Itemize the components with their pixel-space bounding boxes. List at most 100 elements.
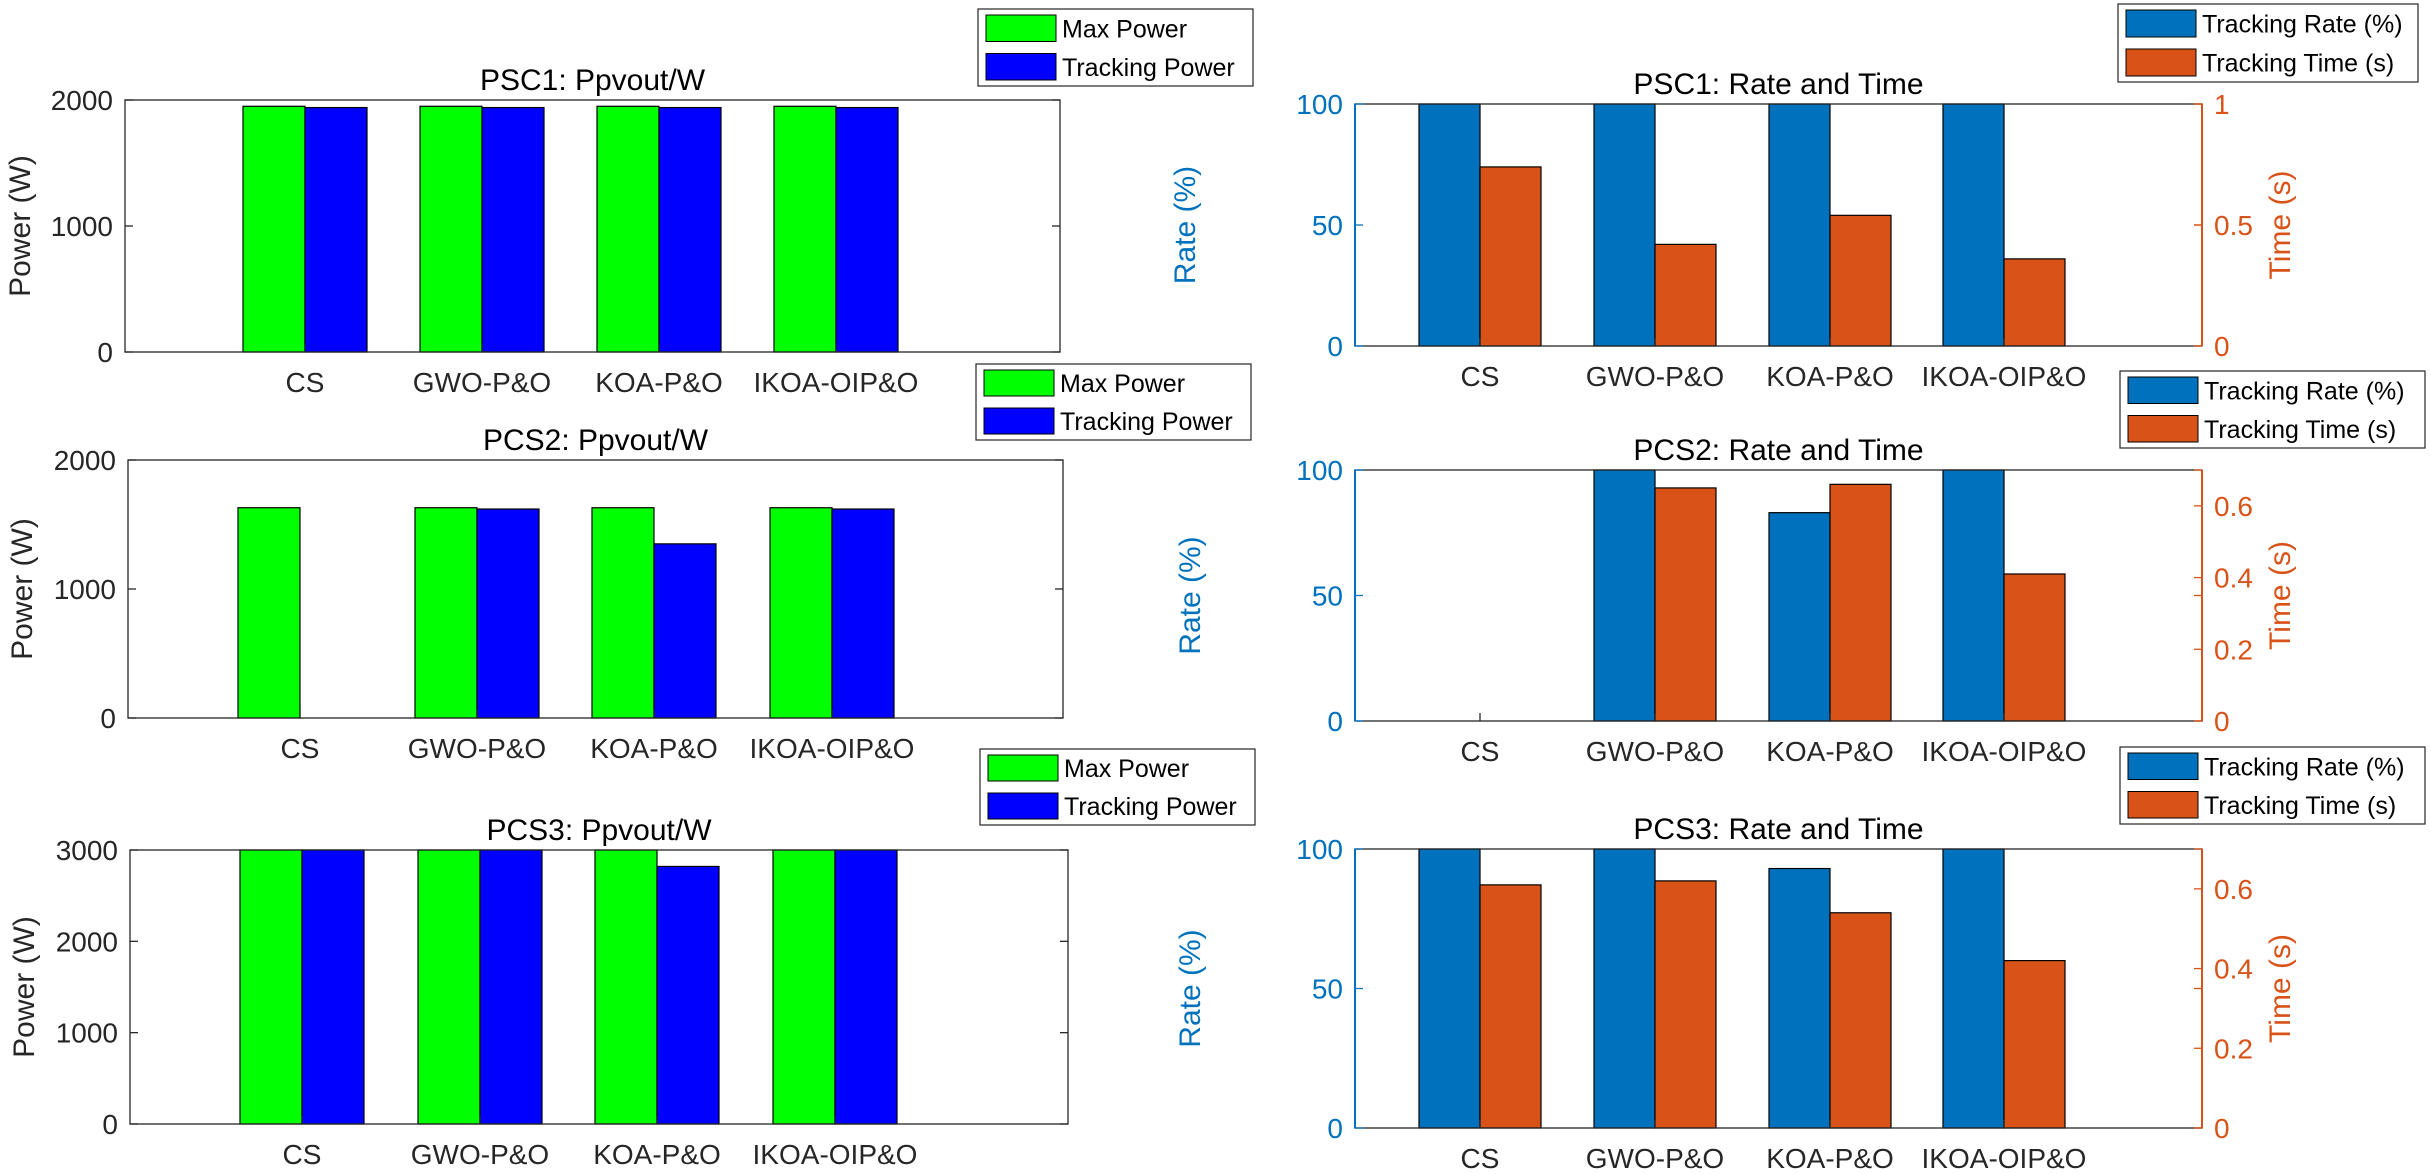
bar-tracking-time-s-4 (2003, 959, 2066, 1129)
y-tick-label: 3000 (56, 835, 118, 866)
bar-max-power-2 (419, 105, 483, 353)
bar-tracking-power-4 (831, 508, 895, 719)
y-tick-label: 0 (97, 337, 113, 368)
chart-title: PCS3: Rate and Time (1633, 813, 1923, 846)
bar-max-power-1 (239, 849, 303, 1125)
y-tick-label: 0 (100, 703, 116, 734)
y-tick-label: 0 (1327, 706, 1343, 737)
bar-max-power-4 (772, 849, 836, 1125)
x-tick-label: KOA-P&O (590, 733, 718, 764)
x-tick-label: KOA-P&O (1766, 361, 1894, 392)
x-tick-label: CS (283, 1139, 322, 1170)
y-tick-label-right: 0 (2214, 331, 2230, 362)
legend-label: Max Power (1060, 370, 1185, 398)
chart-title: PSC1: Ppvout/W (480, 64, 706, 97)
y-tick-label: 2000 (56, 926, 118, 957)
y-tick-label-right: 0 (2214, 706, 2230, 737)
legend-label: Tracking Time (s) (2204, 416, 2396, 444)
bar-tracking-power-4 (835, 106, 899, 353)
bar-max-power-2 (417, 849, 481, 1125)
legend-swatch (985, 53, 1057, 81)
y-axis-label: Rate (%) (1174, 929, 1207, 1047)
bar-tracking-time-s-3 (1829, 214, 1892, 347)
y-axis-label: Rate (%) (1174, 536, 1207, 654)
chart-title: PSC1: Rate and Time (1633, 68, 1923, 101)
chart-1: 0 1000 2000 CS GWO-P&O KOA-P&O IKOA-OIP&O PSC1:… (4, 8, 1254, 398)
x-tick-label: IKOA-OIP&O (753, 1139, 918, 1170)
y-tick-label: 0 (1327, 331, 1343, 362)
x-tick-label: IKOA-OIP&O (1922, 736, 2087, 767)
bar-tracking-rate-2 (1593, 469, 1656, 722)
x-tick-label: CS (1461, 1143, 1500, 1174)
y-tick-label: 1000 (56, 1018, 118, 1049)
y-tick-label-right: 0.6 (2214, 874, 2253, 905)
bar-max-power-3 (596, 105, 660, 353)
bar-max-power-4 (769, 507, 833, 719)
bar-tracking-time-s-4 (2003, 258, 2066, 347)
bar-tracking-rate-1 (1418, 848, 1481, 1129)
bar-max-power-3 (594, 849, 658, 1125)
legend-label: Tracking Rate (%) (2204, 377, 2405, 405)
legend-swatch (987, 754, 1059, 782)
bar-tracking-time-s-2 (1654, 880, 1717, 1129)
x-tick-label: CS (286, 367, 325, 398)
bar-tracking-rate-1 (1418, 103, 1481, 347)
bar-tracking-time-s-3 (1829, 912, 1892, 1129)
x-tick-label: IKOA-OIP&O (750, 733, 915, 764)
x-tick-label: CS (1461, 736, 1500, 767)
y-tick-label: 2000 (54, 445, 116, 476)
legend-swatch (2125, 9, 2197, 38)
legend-swatch (2127, 752, 2199, 780)
legend-swatch (983, 407, 1055, 435)
bar-tracking-time-s-1 (1479, 166, 1542, 347)
bar-max-power-1 (242, 105, 306, 353)
chart-5: 0 1000 2000 3000 CS GWO-P&O KOA-P&O IKOA-OIP&O P… (8, 748, 1256, 1170)
x-tick-label: GWO-P&O (1586, 1143, 1724, 1174)
bar-tracking-power-2 (479, 849, 543, 1125)
chart-4: 0 50 100 0 0.2 0.4 0.6 CS GWO-P&O KOA-P&O IKOA-OIP… (1174, 370, 2426, 767)
bar-tracking-rate-2 (1593, 103, 1656, 347)
x-tick-label: IKOA-OIP&O (1922, 1143, 2087, 1174)
legend: Max Power Tracking Power (975, 363, 1252, 441)
y-tick-label-right: 1 (2214, 89, 2230, 120)
y-tick-label: 50 (1312, 210, 1343, 241)
x-tick-label: KOA-P&O (1766, 1143, 1894, 1174)
legend-label: Tracking Time (s) (2204, 792, 2396, 820)
legend-label: Tracking Time (s) (2202, 50, 2394, 78)
y-tick-label: 100 (1296, 89, 1343, 120)
chart-3: 0 1000 2000 CS GWO-P&O KOA-P&O IKOA-OIP&O PCS2:… (6, 363, 1252, 764)
y-tick-label: 0 (102, 1109, 118, 1140)
bar-tracking-power-1 (304, 106, 368, 353)
legend-swatch (2125, 48, 2197, 77)
x-tick-label: IKOA-OIP&O (754, 367, 919, 398)
bar-tracking-rate-2 (1593, 848, 1656, 1129)
bar-max-power-2 (414, 507, 478, 719)
y-tick-label-right: 0.4 (2214, 954, 2253, 985)
x-tick-label: KOA-P&O (1766, 736, 1894, 767)
y-tick-label: 100 (1296, 455, 1343, 486)
legend-swatch (983, 369, 1055, 397)
bar-tracking-time-s-2 (1654, 243, 1717, 347)
chart-6: 0 50 100 0 0.2 0.4 0.6 CS GWO-P&O KOA-P&O IKOA-OIP… (1174, 746, 2426, 1174)
legend: Max Power Tracking Power (979, 748, 1256, 826)
legend-swatch (2127, 415, 2199, 443)
y-tick-label: 1000 (54, 574, 116, 605)
bar-tracking-power-3 (658, 106, 722, 353)
bar-max-power-3 (591, 507, 655, 719)
legend: Tracking Rate (%) Tracking Time (s) (2119, 370, 2426, 449)
legend-label: Tracking Power (1064, 793, 1237, 821)
y-axis-label: Power (W) (8, 916, 41, 1058)
legend-swatch (985, 14, 1057, 42)
bar-tracking-time-s-4 (2003, 573, 2066, 722)
chart-title: PCS2: Rate and Time (1633, 434, 1923, 467)
bar-tracking-rate-4 (1942, 848, 2005, 1129)
chart-title: PCS2: Ppvout/W (483, 424, 709, 457)
x-tick-label: GWO-P&O (413, 367, 551, 398)
y-tick-label: 100 (1296, 834, 1343, 865)
x-tick-label: KOA-P&O (593, 1139, 721, 1170)
x-tick-label: CS (281, 733, 320, 764)
legend: Max Power Tracking Power (977, 8, 1254, 87)
legend-swatch (987, 792, 1059, 820)
bar-tracking-time-s-1 (1479, 884, 1542, 1129)
